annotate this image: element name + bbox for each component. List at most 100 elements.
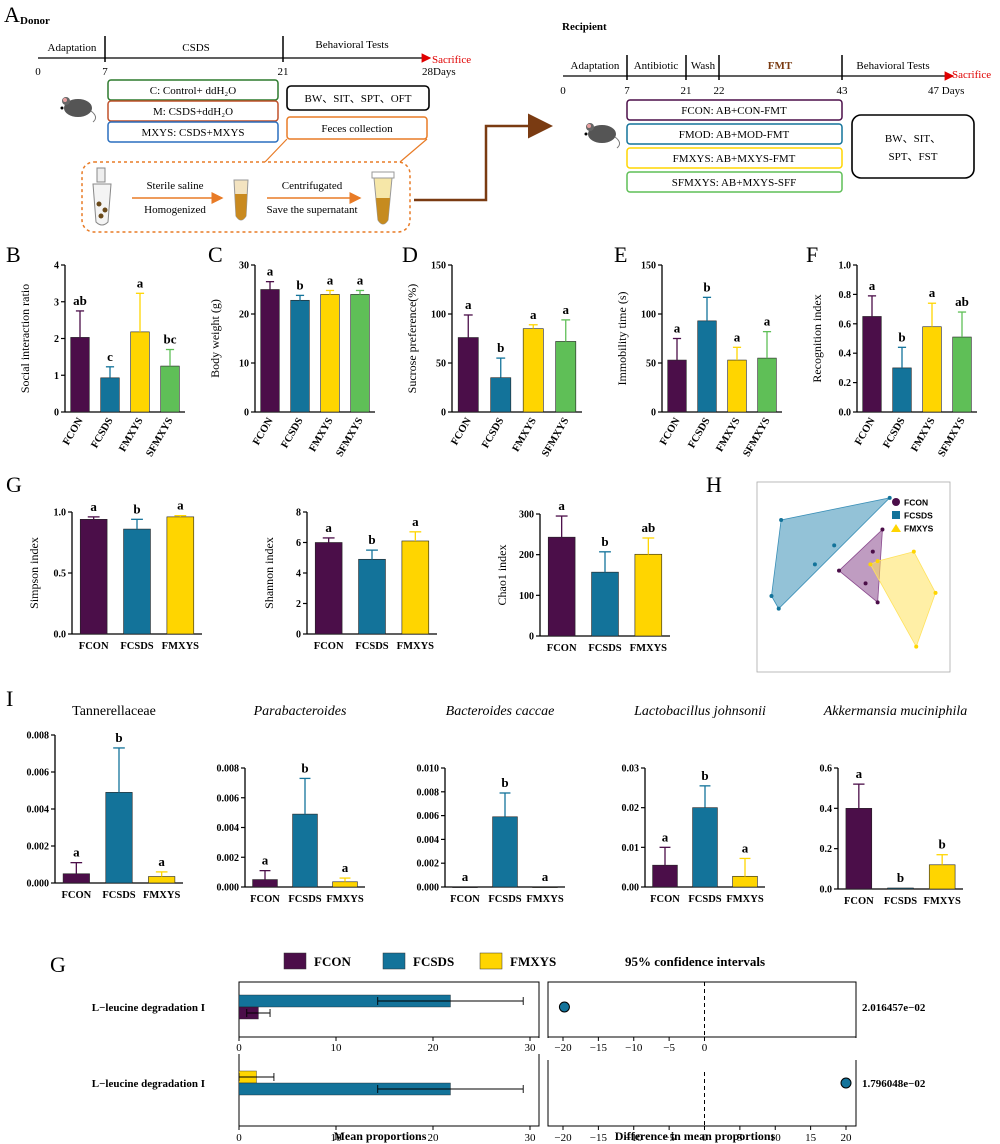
- y-tick-label: 0: [529, 632, 534, 643]
- panel-a-donor: A Donor Adaptation CSDS Behavioral Tests…: [4, 2, 553, 233]
- x-tick-label: FCON: [314, 641, 344, 652]
- recipient-group-fmxys-box: [626, 147, 843, 169]
- panel-a-recipient: Recipient Adaptation Antibiotic Wash FMT…: [560, 21, 991, 193]
- significance-letter: a: [558, 498, 565, 513]
- y-tick-label: 0.008: [27, 731, 50, 742]
- legend-swatch-fcsds: [382, 952, 406, 970]
- y-tick-label: 0.02: [622, 803, 640, 814]
- pcoa-point-fcon: [880, 527, 885, 532]
- bar-sfmxys: [160, 365, 180, 413]
- difference-point: [840, 1077, 852, 1089]
- y-tick-label: 2: [296, 599, 301, 610]
- y-tick-label: 0.006: [217, 793, 240, 804]
- significance-letter: a: [262, 853, 269, 868]
- y-tick-label: 30: [239, 261, 249, 272]
- significance-letter: b: [301, 760, 308, 775]
- significance-letter: a: [412, 514, 419, 529]
- y-axis-label: Body weight (g): [208, 299, 222, 378]
- x-tick-label: 5: [737, 1132, 743, 1144]
- bar-chart-g3: 0 100 200 300 Chao1 index a FCON b FCSDS ab FMXYS: [495, 498, 670, 654]
- significance-letter: a: [177, 498, 184, 513]
- panel-letter-g-bottom: G: [50, 952, 66, 977]
- significance-letter: a: [542, 869, 549, 884]
- x-tick-label: FCSDS: [688, 894, 721, 905]
- y-axis-label: Recognition index: [810, 294, 824, 382]
- y-tick-label: 6: [296, 538, 301, 549]
- y-axis-label: Shannon index: [262, 537, 276, 609]
- y-tick-label: 100: [431, 310, 446, 321]
- bar-fcon: [457, 337, 479, 413]
- x-tick-label: FMXYS: [526, 894, 563, 905]
- x-tick-label: −20: [554, 1042, 572, 1054]
- x-tick-label: 20: [841, 1132, 853, 1144]
- y-tick-label: 100: [641, 310, 656, 321]
- y-tick-label: 0: [296, 630, 301, 641]
- bar-chart-b: 0 1 2 3 4 Social interaction ratio ab FCON c FCSD…: [18, 261, 185, 459]
- significance-letter: a: [465, 297, 472, 312]
- pcoa-point-fmxys: [868, 562, 873, 567]
- x-tick-label: FCON: [251, 416, 276, 448]
- bar-fmxys: [401, 540, 430, 635]
- donor-group-c-box: [107, 79, 279, 101]
- y-tick-label: 0.006: [417, 811, 440, 822]
- y-tick-label: 200: [519, 550, 534, 561]
- bar-chart-i2: 0.000 0.002 0.004 0.006 0.008 Parabacteroides…: [217, 704, 365, 905]
- y-tick-label: 0.2: [820, 844, 833, 855]
- y-tick-label: 0.002: [217, 853, 240, 864]
- significance-letter: b: [497, 340, 504, 355]
- bar-fcon: [547, 536, 576, 637]
- homogenate-tube-icon: [233, 179, 249, 221]
- panel-letter-f: F: [806, 242, 818, 267]
- legend-label: FCSDS: [904, 511, 933, 521]
- x-tick-label: 10: [331, 1042, 343, 1054]
- significance-letter: b: [115, 730, 122, 745]
- bar-chart-i4: 0.00 0.01 0.02 0.03 Lactobacillus johnsonii a…: [622, 704, 767, 905]
- x-tick-label: 0: [236, 1042, 242, 1054]
- extended-error-bar-plot: FCON FCSDS FMXYS 95% confidence intervals L−…: [92, 952, 926, 1144]
- x-tick-label: FMXYS: [909, 416, 937, 454]
- bar-fcsds: [290, 299, 310, 413]
- y-tick-label: 4: [296, 569, 301, 580]
- bar-fcon: [845, 808, 873, 890]
- bar-sfmxys: [350, 294, 370, 413]
- recipient-group-fmod: FMOD: AB+MOD-FMT: [679, 129, 790, 141]
- x-tick-label: FCSDS: [588, 643, 621, 654]
- pcoa-point-fcsds: [776, 606, 781, 611]
- x-tick-label: FCSDS: [355, 641, 388, 652]
- y-tick-label: 0.4: [820, 804, 833, 815]
- y-tick-label: 150: [641, 261, 656, 272]
- chart-title: Lactobacillus johnsonii: [633, 704, 766, 719]
- x-tick-label: FCSDS: [884, 896, 917, 907]
- legend-marker-fmxys: [891, 524, 901, 532]
- y-tick-label: 1.0: [839, 261, 852, 272]
- bar-chart-d: 0 50 100 150 Sucrose preference(%) a FCON b FCSD…: [405, 261, 582, 459]
- bar-fcon: [667, 359, 687, 413]
- x-tick-label: 0: [702, 1132, 708, 1144]
- bar-fcsds: [100, 377, 120, 413]
- bar-chart-c: 0 10 20 30 Body weight (g) a FCON b FCSDS a FMXYS a…: [208, 261, 375, 459]
- x-tick-label: FCON: [547, 643, 577, 654]
- panel-letter-a: A: [4, 2, 20, 27]
- chart-title: Parabacteroides: [253, 704, 347, 719]
- x-tick-label: FCON: [449, 416, 474, 448]
- donor-group-mxys: MXYS: CSDS+MXYS: [141, 127, 244, 139]
- y-tick-label: 0.2: [839, 378, 852, 389]
- recipient-group-sfmxys-box: [626, 171, 843, 193]
- bar-fcon: [79, 519, 108, 635]
- x-tick-label: FMXYS: [923, 896, 960, 907]
- significance-letter: a: [90, 499, 97, 514]
- p-value: 1.796048e−02: [862, 1078, 926, 1090]
- donor-day-28: 28Days: [422, 66, 456, 78]
- x-tick-label: FMXYS: [714, 416, 742, 454]
- significance-letter: b: [296, 277, 303, 292]
- axis-gap-left: [238, 1038, 540, 1054]
- y-axis-label: Sucrose preference(%): [405, 284, 419, 394]
- recipient-phase-antibiotic: Antibiotic: [634, 60, 679, 72]
- x-tick-label: −15: [590, 1132, 608, 1144]
- pcoa-point-fcsds: [769, 594, 774, 598]
- significance-letter: b: [701, 768, 708, 783]
- legend-label: FMXYS: [510, 954, 556, 969]
- y-tick-label: 0.000: [27, 879, 50, 890]
- bar-fcsds: [692, 807, 718, 888]
- significance-letter: b: [133, 501, 140, 516]
